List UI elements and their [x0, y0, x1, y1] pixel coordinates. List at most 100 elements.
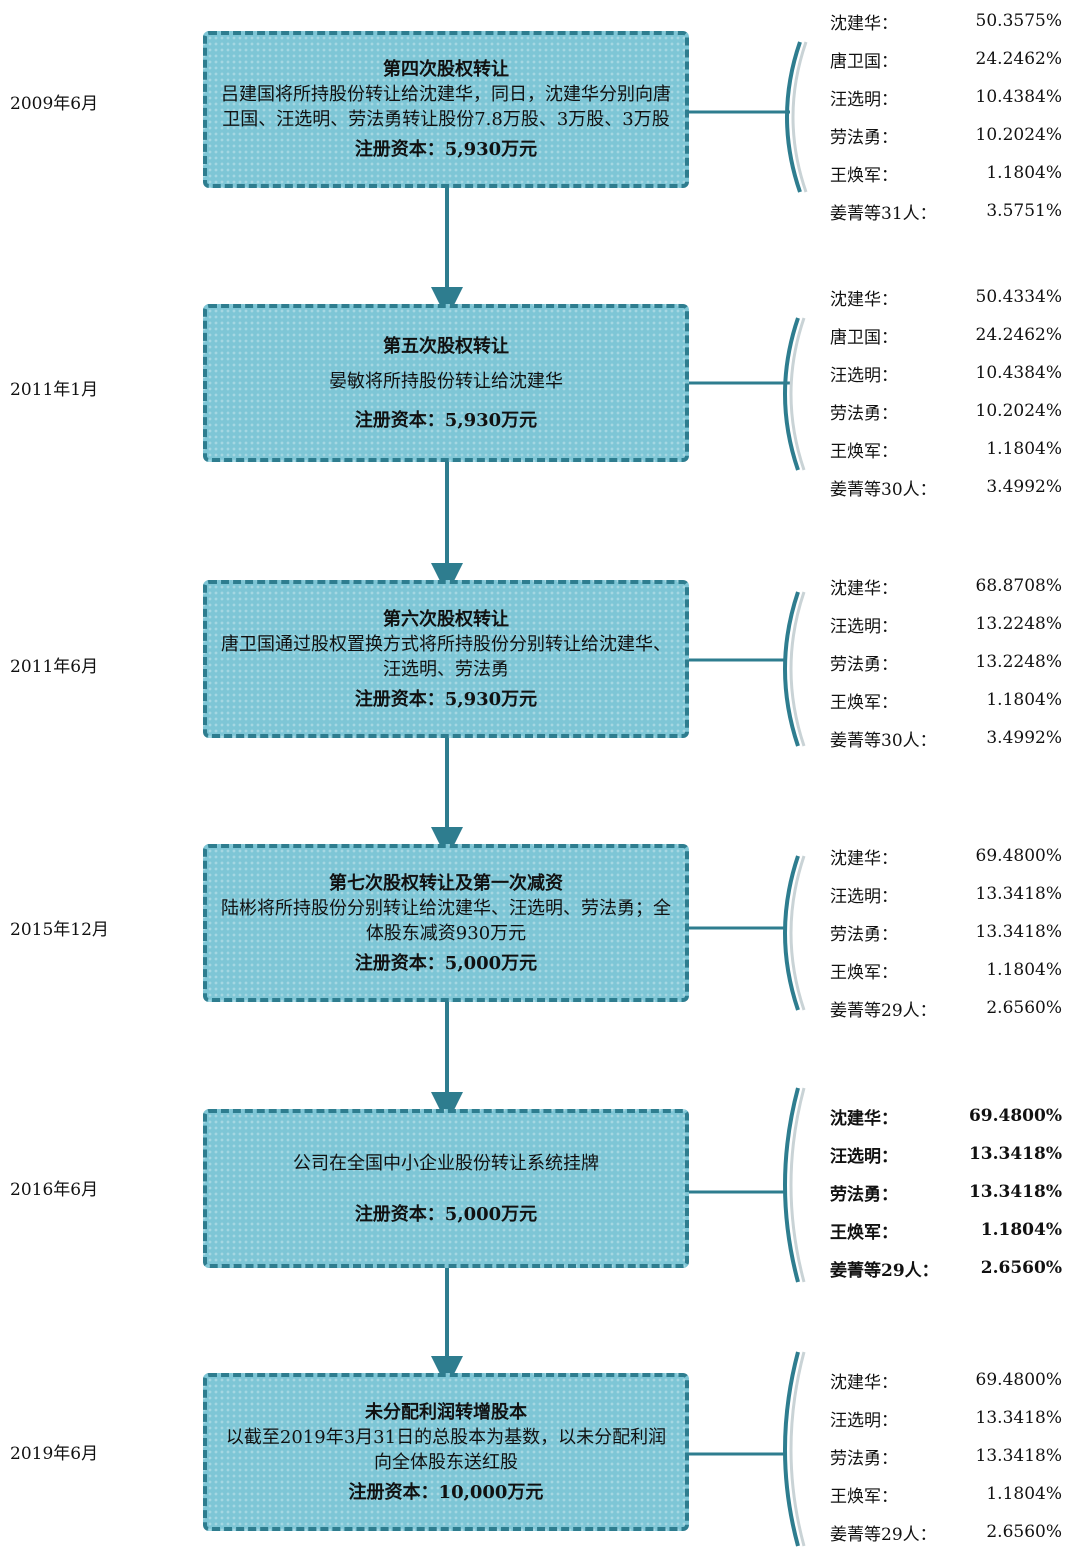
holder-pct: 1.1804% — [986, 163, 1062, 183]
holder-pct: 13.3418% — [975, 922, 1062, 942]
stage-description: 晏敏将所持股份转让给沈建华 — [329, 370, 563, 392]
bracket-shadow — [789, 855, 806, 1011]
holder-pct: 13.3418% — [975, 1446, 1062, 1466]
holder-pct: 13.3418% — [975, 1408, 1062, 1428]
stage-title: 第五次股权转让 — [383, 335, 509, 357]
holder-name: 沈建华： — [830, 578, 898, 599]
holder-name: 劳法勇： — [830, 1184, 898, 1205]
stage-description: 吕建国将所持股份转让给沈建华，同日，沈建华分别向唐卫国、汪选明、劳法勇转让股份7… — [221, 84, 671, 130]
holder-row: 王焕军： 1.1804% — [830, 154, 1062, 192]
holder-name: 唐卫国： — [830, 327, 898, 348]
stage-description: 唐卫国通过股权置换方式将所持股份分别转让给沈建华、汪选明、劳法勇 — [221, 633, 671, 680]
holder-row: 姜菁等29人： 2.6560% — [830, 1513, 1062, 1551]
stage-description: 以截至2019年3月31日的总股本为基数，以未分配利润向全体股东送红股 — [225, 1426, 667, 1473]
holder-row: 姜菁等31人： 3.5751% — [830, 192, 1062, 230]
holder-pct: 10.2024% — [975, 401, 1062, 421]
holder-name: 王焕军： — [830, 1486, 898, 1507]
bracket-shadow — [789, 1087, 806, 1283]
holder-list: 沈建华： 50.3575% 唐卫国： 24.2462% 汪选明： 10.4384% 劳… — [830, 2, 1062, 230]
bracket-shadow — [789, 317, 806, 471]
holder-name: 王焕军： — [830, 165, 898, 186]
stage-date: 2019年6月 — [10, 1444, 99, 1464]
holder-row: 沈建华： 50.4334% — [830, 278, 1062, 316]
holder-row: 汪选明： 13.3418% — [830, 1135, 1062, 1173]
holder-pct: 50.3575% — [975, 11, 1062, 31]
stage-title: 第四次股权转让 — [383, 59, 509, 80]
holder-name: 汪选明： — [830, 886, 898, 907]
holder-name: 姜菁等29人： — [830, 1000, 937, 1021]
holder-bracket — [783, 591, 800, 747]
holder-pct: 1.1804% — [986, 960, 1062, 980]
holder-row: 沈建华： 50.3575% — [830, 2, 1062, 40]
holder-name: 汪选明： — [830, 89, 898, 110]
stage-date: 2011年1月 — [10, 380, 99, 400]
stage-capital: 注册资本：10,000万元 — [348, 1481, 544, 1503]
holder-row: 汪选明： 13.3418% — [830, 875, 1062, 913]
holder-name: 沈建华： — [830, 289, 898, 310]
bracket-shadow — [789, 591, 806, 747]
holder-name: 王焕军： — [830, 692, 898, 713]
stage-box: 未分配利润转增股本 以截至2019年3月31日的总股本为基数，以未分配利润向全体… — [203, 1373, 689, 1531]
holder-name: 沈建华： — [830, 848, 898, 869]
holder-name: 唐卫国： — [830, 51, 898, 72]
holder-name: 劳法勇： — [830, 924, 898, 945]
holder-row: 王焕军： 1.1804% — [830, 1475, 1062, 1513]
holder-name: 王焕军： — [830, 1222, 898, 1243]
holder-row: 沈建华： 69.4800% — [830, 1097, 1062, 1135]
stage-date: 2009年6月 — [10, 94, 99, 114]
holder-row: 劳法勇： 13.3418% — [830, 1437, 1062, 1475]
holder-name: 汪选明： — [830, 1410, 898, 1431]
stage-date: 2011年6月 — [10, 657, 99, 677]
holder-pct: 1.1804% — [986, 1484, 1062, 1504]
holder-name: 王焕军： — [830, 441, 898, 462]
holder-name: 劳法勇： — [830, 127, 898, 148]
holder-pct: 13.2248% — [975, 614, 1062, 634]
holder-row: 姜菁等30人： 3.4992% — [830, 719, 1062, 757]
holder-name: 王焕军： — [830, 962, 898, 983]
stage-box: 第六次股权转让 唐卫国通过股权置换方式将所持股份分别转让给沈建华、汪选明、劳法勇… — [203, 580, 689, 738]
holder-name: 汪选明： — [830, 616, 898, 637]
holder-row: 沈建华： 68.8708% — [830, 567, 1062, 605]
holder-pct: 2.6560% — [986, 1522, 1062, 1542]
holder-row: 沈建华： 69.4800% — [830, 1361, 1062, 1399]
holder-pct: 1.1804% — [986, 690, 1062, 710]
holder-row: 汪选明： 10.4384% — [830, 354, 1062, 392]
holder-bracket — [785, 41, 802, 193]
holder-row: 王焕军： 1.1804% — [830, 681, 1062, 719]
holder-row: 王焕军： 1.1804% — [830, 951, 1062, 989]
holder-row: 唐卫国： 24.2462% — [830, 40, 1062, 78]
holder-name: 劳法勇： — [830, 654, 898, 675]
holder-row: 姜菁等29人： 2.6560% — [830, 1249, 1062, 1287]
holder-name: 沈建华： — [830, 1108, 898, 1129]
holder-pct: 13.3418% — [968, 1144, 1062, 1164]
holder-list: 沈建华： 68.8708% 汪选明： 13.2248% 劳法勇： 13.2248% 王… — [830, 567, 1062, 757]
stage-capital: 注册资本：5,000万元 — [354, 952, 538, 974]
holder-row: 劳法勇： 13.3418% — [830, 913, 1062, 951]
holder-pct: 13.2248% — [975, 652, 1062, 672]
holder-pct: 68.8708% — [975, 576, 1062, 596]
holder-row: 沈建华： 69.4800% — [830, 837, 1062, 875]
holder-row: 汪选明： 13.3418% — [830, 1399, 1062, 1437]
holder-row: 劳法勇： 10.2024% — [830, 116, 1062, 154]
holder-name: 劳法勇： — [830, 1448, 898, 1469]
holder-row: 王焕军： 1.1804% — [830, 1211, 1062, 1249]
stage-capital: 注册资本：5,930万元 — [354, 409, 538, 431]
holder-pct: 10.2024% — [975, 125, 1062, 145]
holder-row: 王焕军： 1.1804% — [830, 430, 1062, 468]
stage-capital: 注册资本：5,000万元 — [354, 1203, 538, 1225]
stage-box: 第四次股权转让 吕建国将所持股份转让给沈建华，同日，沈建华分别向唐卫国、汪选明、… — [203, 31, 689, 188]
holder-bracket — [783, 1351, 800, 1547]
holder-name: 姜菁等30人： — [830, 479, 937, 500]
stage-capital: 注册资本：5,930万元 — [354, 688, 538, 710]
holder-pct: 3.4992% — [986, 477, 1062, 497]
bracket-shadow — [791, 41, 808, 193]
stage-box: 第五次股权转让 晏敏将所持股份转让给沈建华 注册资本：5,930万元 — [203, 304, 689, 462]
holder-pct: 3.4992% — [986, 728, 1062, 748]
holder-pct: 1.1804% — [980, 1220, 1062, 1240]
holder-row: 劳法勇： 13.2248% — [830, 643, 1062, 681]
holder-bracket — [783, 317, 800, 471]
stage-title: 第七次股权转让及第一次减资 — [329, 872, 563, 894]
stage-capital: 注册资本：5,930万元 — [354, 139, 538, 160]
holder-row: 汪选明： 13.2248% — [830, 605, 1062, 643]
stage-box: 第七次股权转让及第一次减资 陆彬将所持股份分别转让给沈建华、汪选明、劳法勇；全体… — [203, 844, 689, 1002]
